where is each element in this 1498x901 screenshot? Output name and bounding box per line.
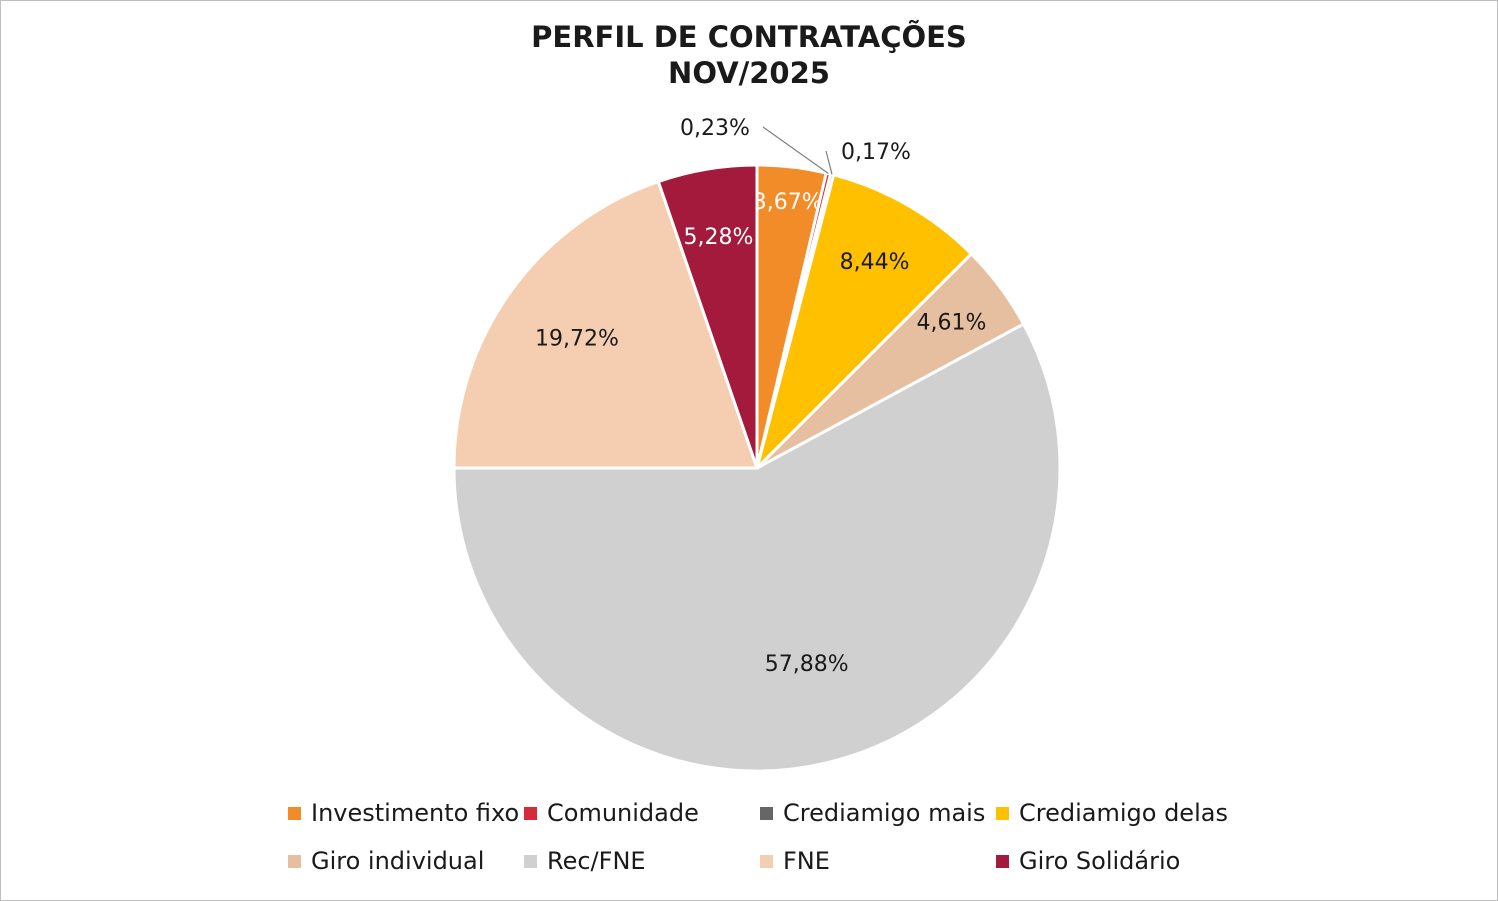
- legend-item-comunidade[interactable]: Comunidade: [524, 798, 760, 828]
- legend-swatch: [760, 806, 773, 820]
- legend-swatch: [524, 854, 537, 868]
- chart-title: PERFIL DE CONTRATAÇÕES NOV/2025: [1, 19, 1497, 91]
- pie-slice-fne[interactable]: [452, 179, 760, 470]
- legend-item-crediamigo-delas[interactable]: Crediamigo delas: [996, 798, 1236, 828]
- legend-swatch: [760, 854, 773, 868]
- chart-legend: Investimento fixo Comunidade Crediamigo …: [288, 798, 1288, 876]
- legend-item-giro-solidario[interactable]: Giro Solidário: [996, 846, 1236, 876]
- data-label-rec-fne: 57,88%: [765, 652, 849, 677]
- legend-label: Giro Solidário: [1019, 847, 1181, 875]
- legend-label: Rec/FNE: [547, 847, 646, 875]
- legend-item-crediamigo-mais[interactable]: Crediamigo mais: [760, 798, 996, 828]
- legend-item-fne[interactable]: FNE: [760, 846, 996, 876]
- legend-label: Investimento fixo: [311, 799, 520, 827]
- chart-title-line1: PERFIL DE CONTRATAÇÕES: [531, 20, 967, 54]
- leader-line-crediamigo-mais: [825, 150, 833, 175]
- data-label-crediamigo-delas: 8,44%: [840, 250, 910, 275]
- legend-label: Comunidade: [547, 799, 699, 827]
- legend-swatch: [996, 806, 1009, 820]
- legend-swatch: [524, 806, 537, 820]
- pie-slice-crediamigo-delas[interactable]: [754, 173, 974, 473]
- pie-slice-giro-solidario[interactable]: [656, 163, 759, 469]
- data-label-comunidade: 0,23%: [680, 116, 750, 141]
- legend-item-rec-fne[interactable]: Rec/FNE: [524, 846, 760, 876]
- data-label-giro-individual: 4,61%: [916, 310, 986, 335]
- legend-item-investimento-fixo[interactable]: Investimento fixo: [288, 798, 524, 828]
- legend-label: FNE: [783, 847, 830, 875]
- legend-swatch: [288, 854, 301, 868]
- pie-slice-rec-fne[interactable]: [452, 322, 1062, 773]
- leader-line-comunidade: [762, 126, 829, 175]
- legend-swatch: [996, 854, 1009, 868]
- legend-label: Crediamigo delas: [1019, 799, 1228, 827]
- data-label-giro-solidario: 5,28%: [684, 225, 754, 250]
- legend-label: Giro individual: [311, 847, 485, 875]
- data-label-crediamigo-mais: 0,17%: [841, 140, 911, 165]
- chart-title-line2: NOV/2025: [668, 56, 830, 90]
- legend-swatch: [288, 806, 301, 820]
- data-label-fne: 19,72%: [535, 327, 619, 352]
- legend-label: Crediamigo mais: [783, 799, 986, 827]
- legend-item-giro-individual[interactable]: Giro individual: [288, 846, 524, 876]
- data-label-investimento-fixo: 3,67%: [753, 190, 823, 215]
